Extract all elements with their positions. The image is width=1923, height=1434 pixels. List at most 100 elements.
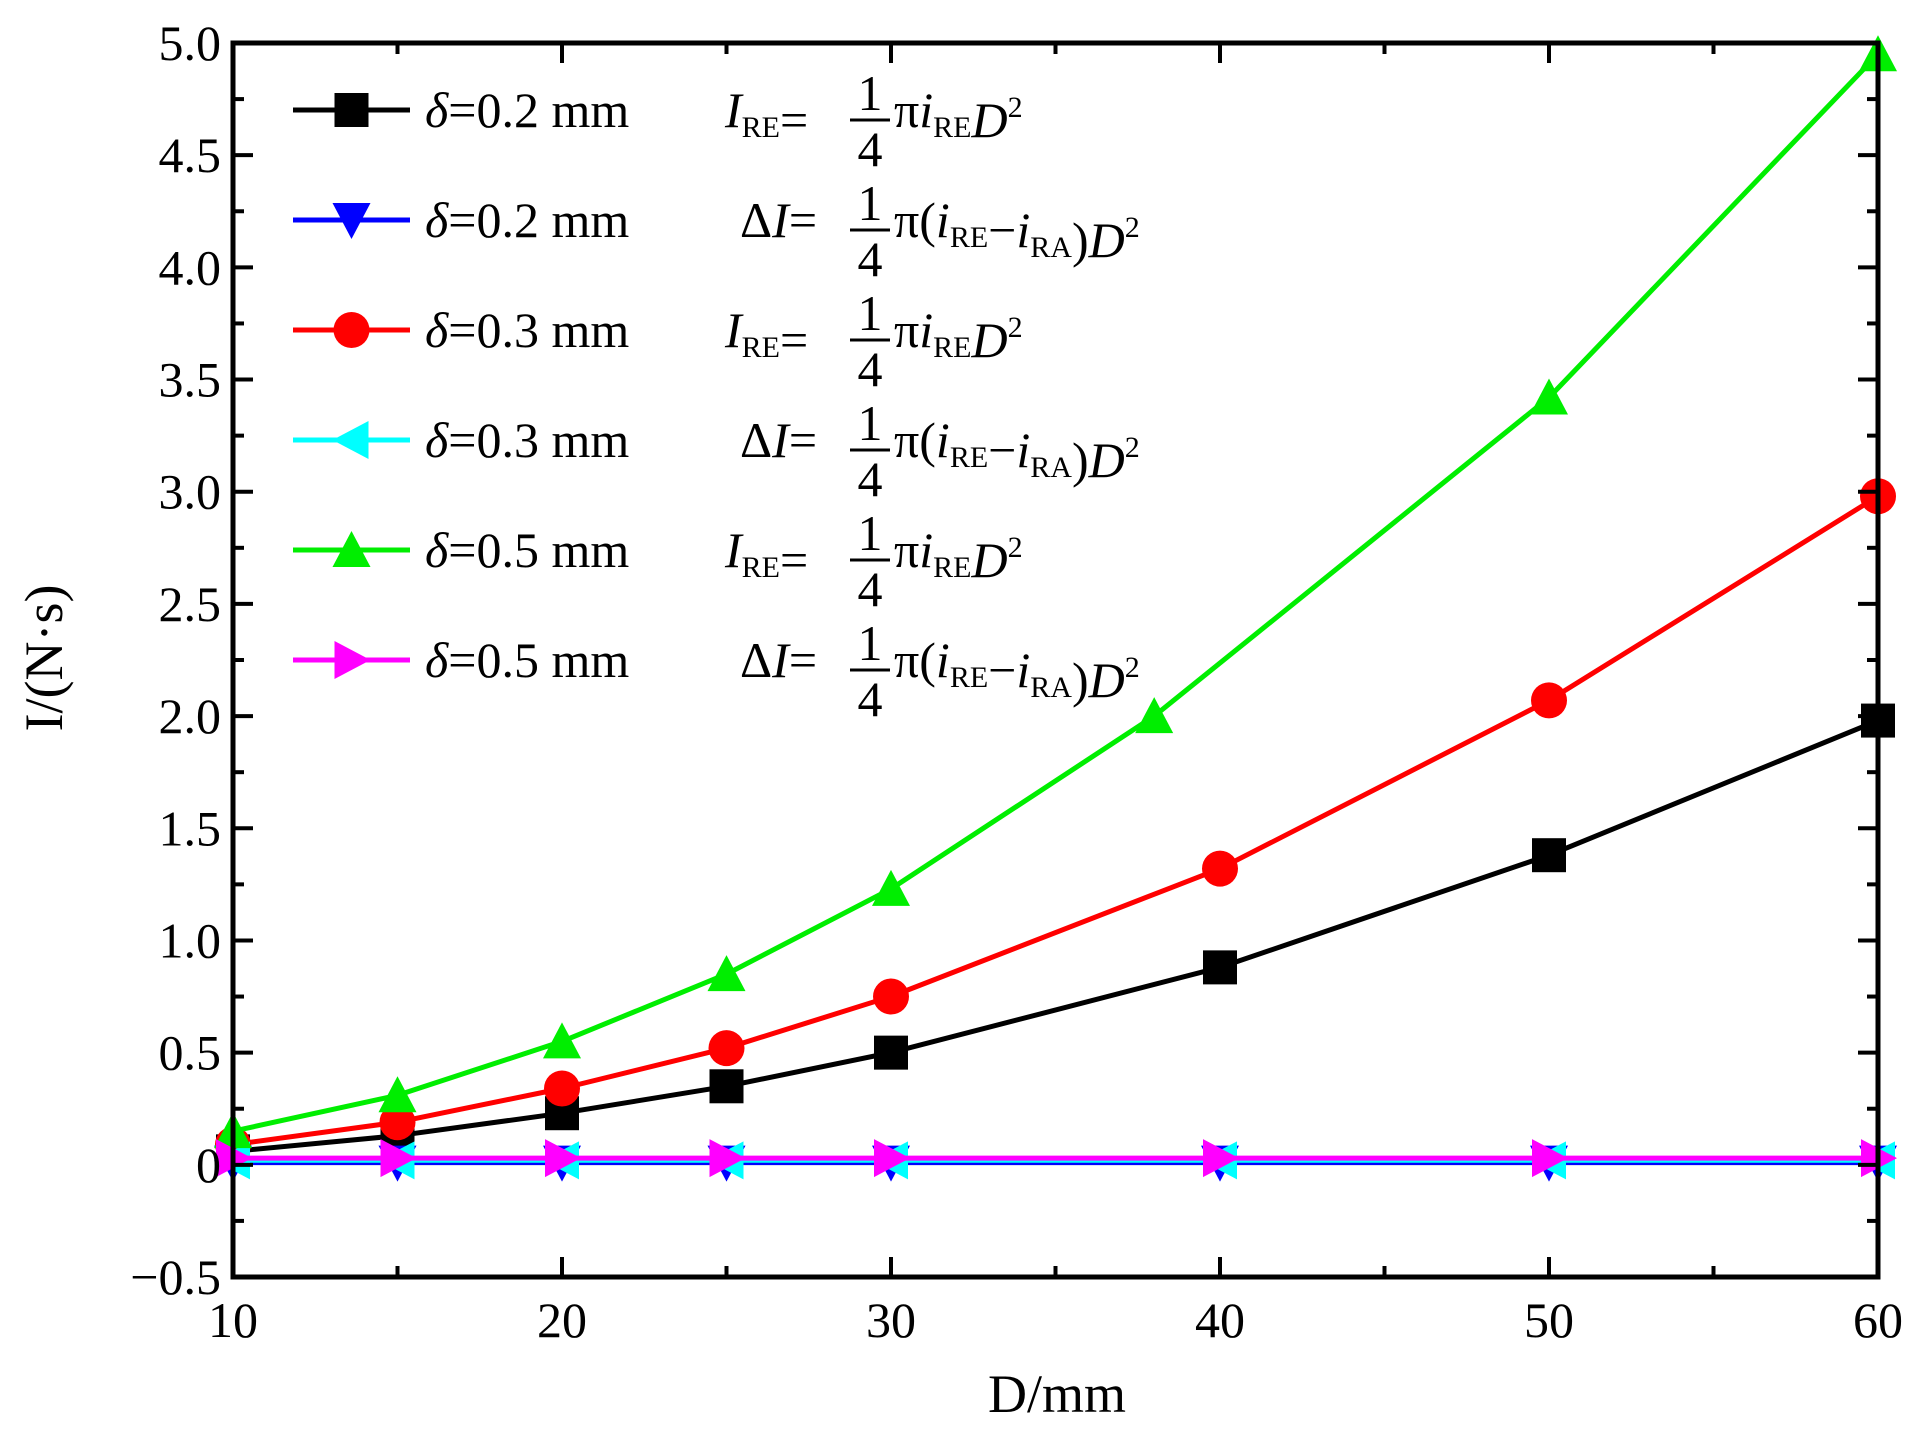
legend-formula-rhs-1: π(iRE−iRA)D2 bbox=[894, 192, 1140, 268]
series-2-line bbox=[232, 494, 1880, 1148]
series-0-line bbox=[232, 718, 1879, 1154]
series-1 bbox=[214, 1145, 1897, 1182]
legend-label-4: δ=0.5 mm bbox=[425, 522, 629, 578]
legend-marker-1 bbox=[332, 203, 371, 239]
x-axis-title: D/mm bbox=[988, 1364, 1126, 1424]
legend-item-3: δ=0.3 mm ΔI= 14π(iRE−iRA)D2 bbox=[293, 395, 1140, 507]
y-tick-label-0: −0.5 bbox=[130, 1249, 221, 1305]
legend-fraction-2-den: 4 bbox=[858, 341, 883, 397]
series-2 bbox=[215, 478, 1896, 1163]
x-tick-label-0: 10 bbox=[208, 1292, 258, 1348]
y-tick-label-2: 0.5 bbox=[159, 1025, 222, 1081]
series-4-point-3 bbox=[707, 955, 746, 992]
series-2-point-2 bbox=[544, 1070, 580, 1107]
y-tick-label-10: 4.5 bbox=[159, 127, 222, 183]
legend-label-0: δ=0.2 mm bbox=[425, 82, 629, 138]
series-5-point-3 bbox=[709, 1139, 746, 1178]
x-tick-label-4: 50 bbox=[1524, 1292, 1574, 1348]
y-tick-label-4: 1.5 bbox=[159, 800, 222, 856]
y-axis-title: I/(N·s) bbox=[14, 585, 74, 732]
legend-item-5: δ=0.5 mm ΔI= 14π(iRE−iRA)D2 bbox=[293, 615, 1140, 727]
legend-marker-3 bbox=[332, 421, 369, 459]
legend-item-1: δ=0.2 mm ΔI= 14π(iRE−iRA)D2 bbox=[293, 175, 1140, 287]
legend-label-5: δ=0.5 mm bbox=[425, 632, 629, 688]
x-tick-label-1: 20 bbox=[537, 1292, 587, 1348]
series-5-point-5 bbox=[1203, 1139, 1239, 1178]
legend-fraction-2-num: 1 bbox=[858, 285, 883, 341]
y-tick-label-3: 1.0 bbox=[159, 912, 222, 968]
y-tick-label-5: 2.0 bbox=[159, 688, 222, 744]
series-5-point-6 bbox=[1532, 1139, 1568, 1178]
legend-formula-rhs-3: π(iRE−iRA)D2 bbox=[894, 412, 1140, 488]
legend-label-1: δ=0.2 mm bbox=[425, 192, 629, 248]
legend-formula-lhs-0: IRE= bbox=[724, 82, 808, 148]
y-tick-label-1: 0 bbox=[196, 1137, 221, 1193]
series-4-line bbox=[232, 52, 1880, 1134]
legend-marker-4 bbox=[332, 531, 371, 567]
series-2-point-6 bbox=[1531, 682, 1567, 719]
legend-formula-lhs-3: ΔI= bbox=[740, 412, 817, 468]
series-0 bbox=[216, 703, 1895, 1169]
legend-fraction-4-den: 4 bbox=[858, 561, 883, 617]
series-4-point-2 bbox=[543, 1022, 581, 1059]
series-0-point-6 bbox=[1532, 838, 1566, 873]
series-2-point-3 bbox=[708, 1030, 745, 1067]
series-5-point-2 bbox=[545, 1139, 581, 1178]
y-tick-label-6: 2.5 bbox=[159, 576, 222, 632]
series-0-point-3 bbox=[709, 1069, 744, 1104]
series-4-point-1 bbox=[378, 1076, 417, 1113]
series-5 bbox=[216, 1139, 1897, 1178]
legend-fraction-3: 14 bbox=[850, 395, 890, 507]
series-4 bbox=[214, 35, 1897, 1149]
legend-fraction-1-num: 1 bbox=[858, 175, 883, 231]
series-5-point-4 bbox=[874, 1139, 910, 1178]
legend-formula-rhs-0: πiRED2 bbox=[894, 82, 1023, 148]
series-0-point-5 bbox=[1203, 950, 1237, 985]
legend-marker-2 bbox=[333, 312, 370, 348]
legend-marker-0 bbox=[334, 93, 369, 127]
legend-formula-lhs-2: IRE= bbox=[724, 302, 808, 368]
series-5-point-1 bbox=[380, 1139, 417, 1178]
y-tick-label-8: 3.5 bbox=[159, 352, 222, 408]
legend-formula-rhs-4: πiRED2 bbox=[894, 522, 1023, 588]
legend-fraction-2: 14 bbox=[850, 285, 890, 397]
legend-fraction-0: 14 bbox=[850, 65, 890, 177]
y-tick-label-7: 3.0 bbox=[159, 464, 222, 520]
legend-formula-lhs-4: IRE= bbox=[724, 522, 808, 588]
legend-fraction-0-den: 4 bbox=[858, 121, 883, 177]
x-tick-label-5: 60 bbox=[1853, 1292, 1903, 1348]
legend-fraction-4: 14 bbox=[850, 505, 890, 617]
series-2-point-4 bbox=[873, 978, 909, 1015]
series-0-point-4 bbox=[874, 1035, 908, 1070]
legend-formula-lhs-5: ΔI= bbox=[740, 632, 817, 688]
legend-formula-rhs-5: π(iRE−iRA)D2 bbox=[894, 632, 1140, 708]
legend-label-2: δ=0.3 mm bbox=[425, 302, 629, 358]
legend-fraction-5-num: 1 bbox=[858, 615, 883, 671]
legend-fraction-1: 14 bbox=[850, 175, 890, 287]
series-4-point-6 bbox=[1530, 378, 1568, 415]
legend-fraction-4-num: 1 bbox=[858, 505, 883, 561]
legend-fraction-0-num: 1 bbox=[858, 65, 883, 121]
x-tick-label-3: 40 bbox=[1195, 1292, 1245, 1348]
legend-fraction-1-den: 4 bbox=[858, 231, 883, 287]
axes-layer: 10 20 30 40 50 60 −0.5 0 0.5 1.0 1.5 2.0 2.5 3.0 3.5 4.… bbox=[130, 15, 1903, 1348]
legend-fraction-5-den: 4 bbox=[858, 671, 883, 727]
legend-fraction-3-num: 1 bbox=[858, 395, 883, 451]
x-tick-label-2: 30 bbox=[866, 1292, 916, 1348]
legend-formula-rhs-2: πiRED2 bbox=[894, 302, 1023, 368]
series-2-point-1 bbox=[379, 1104, 416, 1141]
legend-fraction-5: 14 bbox=[850, 615, 890, 727]
series-2-point-5 bbox=[1202, 850, 1238, 887]
legend-marker-5 bbox=[334, 641, 371, 679]
legend-formula-lhs-1: ΔI= bbox=[740, 192, 817, 248]
y-tick-label-11: 5.0 bbox=[159, 15, 222, 71]
series-4-point-5 bbox=[1135, 697, 1174, 734]
legend-label-3: δ=0.3 mm bbox=[425, 412, 629, 468]
legend-fraction-3-den: 4 bbox=[858, 451, 883, 507]
